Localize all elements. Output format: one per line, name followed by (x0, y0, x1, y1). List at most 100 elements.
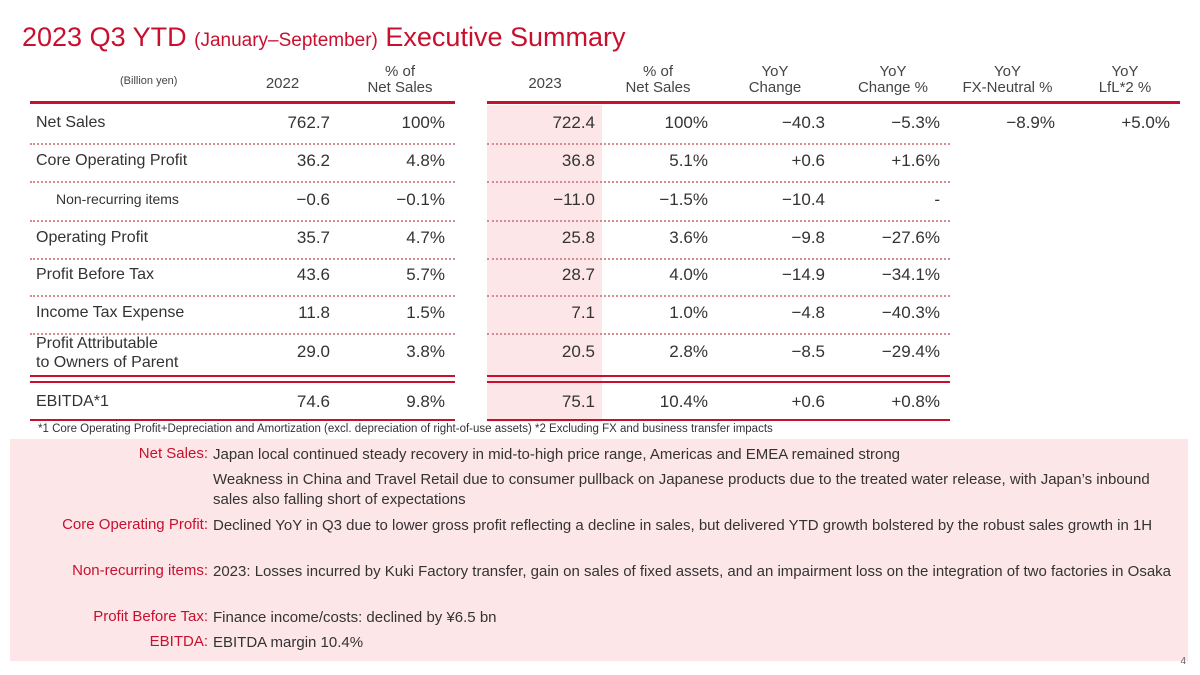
table-cell: −1.5% (659, 190, 708, 209)
column-header: % of Net Sales (367, 63, 433, 96)
table-cell: +5.0% (1121, 113, 1170, 132)
row-label: Profit Before Tax (36, 266, 154, 283)
table-cell: 722.4 (552, 113, 595, 132)
row-label: Non-recurring items (56, 191, 179, 207)
row-divider (30, 333, 455, 335)
header-rule-right (487, 101, 1180, 104)
header-rule-left (30, 101, 455, 104)
commentary-text: Declined YoY in Q3 due to lower gross pr… (213, 517, 1153, 534)
column-header: YoY Change % (857, 63, 929, 96)
table-cell: −11.0 (553, 190, 595, 209)
row-divider (487, 143, 950, 145)
commentary-text: EBITDA margin 10.4% (213, 634, 364, 651)
row-label: Core Operating Profit (36, 152, 188, 169)
table-cell: −0.1% (396, 190, 445, 209)
commentary-key: EBITDA: (149, 633, 208, 650)
table-cell: 1.5% (406, 303, 445, 322)
column-header: % of Net Sales (625, 63, 691, 96)
table-cell: 74.6 (296, 392, 330, 411)
column-header: YoY Change (748, 63, 802, 96)
page-title: 2023 Q3 YTD (January–September) Executiv… (22, 22, 625, 53)
title-sub: (January–September) (194, 30, 378, 51)
table-cell: 35.7 (296, 228, 330, 247)
commentary-text: 2023: Losses incurred by Kuki Factory tr… (213, 563, 1172, 580)
table-cell: 43.6 (296, 265, 330, 284)
row-divider (487, 295, 950, 297)
row-label: Net Sales (36, 114, 106, 131)
table-cell: +0.6 (791, 151, 825, 170)
row-divider (30, 181, 455, 183)
table-cell: 36.2 (296, 151, 330, 170)
table-cell: −10.4 (781, 190, 825, 209)
commentary-box (10, 439, 1188, 661)
table-cell: −0.6 (296, 190, 330, 209)
table-cell: 20.5 (561, 342, 595, 361)
row-divider (487, 220, 950, 222)
row-divider (30, 258, 455, 260)
table-cell: 3.6% (669, 228, 708, 247)
table-cell: +1.6% (891, 151, 940, 170)
table-cell: 7.1 (571, 303, 595, 322)
table-cell: 4.8% (406, 151, 445, 170)
commentary-text: Weakness in China and Travel Retail due … (213, 471, 1150, 508)
table-cell: +0.6 (791, 392, 825, 411)
row-divider (487, 333, 950, 335)
table-cell: 2.8% (669, 342, 708, 361)
commentary-key: Profit Before Tax: (93, 608, 208, 625)
row-label: Income Tax Expense (36, 304, 185, 321)
row-divider (30, 143, 455, 145)
commentary-key: Non-recurring items: (72, 562, 208, 579)
row-divider (30, 220, 455, 222)
table-cell: 100% (664, 113, 708, 132)
column-header: YoY LfL*2 % (1098, 63, 1152, 96)
table-cell: −8.5 (791, 342, 825, 361)
table-cell: 100% (401, 113, 445, 132)
table-cell: −40.3 (781, 113, 825, 132)
table-cell: 762.7 (287, 113, 330, 132)
table-cell: −4.8 (791, 303, 825, 322)
table-cell: 5.1% (669, 151, 708, 170)
row-divider (487, 258, 950, 260)
commentary-key: Core Operating Profit: (62, 516, 208, 533)
row-divider (487, 181, 950, 183)
table-cell: 75.1 (561, 392, 595, 411)
table-cell: −40.3% (881, 303, 940, 322)
commentary-key: Net Sales: (138, 445, 208, 462)
table-cell: 4.7% (406, 228, 445, 247)
column-header: 2023 (528, 75, 562, 92)
table-cell: - (934, 190, 940, 209)
table-cell: 11.8 (298, 303, 330, 322)
table-cell: 9.8% (406, 392, 445, 411)
table-cell: 25.8 (561, 228, 595, 247)
row-label: Profit Attributable to Owners of Parent (36, 335, 179, 371)
table-cell: −5.3% (891, 113, 940, 132)
table-cell: −34.1% (881, 265, 940, 284)
table-cell: 36.8 (561, 151, 595, 170)
table-cell: −8.9% (1006, 113, 1055, 132)
commentary-text: Finance income/costs: declined by ¥6.5 b… (213, 609, 497, 626)
table-cell: +0.8% (891, 392, 940, 411)
table-cell: 29.0 (296, 342, 330, 361)
column-header: 2022 (265, 75, 300, 92)
title-main: 2023 Q3 YTD (22, 22, 187, 52)
table-cell: −29.4% (881, 342, 940, 361)
table-cell: 28.7 (561, 265, 595, 284)
table-cell: 1.0% (669, 303, 708, 322)
table-cell: −14.9 (781, 265, 825, 284)
title-end: Executive Summary (385, 22, 626, 52)
row-label: EBITDA*1 (36, 393, 109, 410)
table-cell: −27.6% (881, 228, 940, 247)
table-cell: 10.4% (659, 392, 708, 411)
highlight-2023-column (487, 105, 602, 422)
page-number: 4 (1180, 656, 1186, 667)
commentary-text: Japan local continued steady recovery in… (213, 446, 901, 463)
table-cell: 3.8% (406, 342, 445, 361)
column-header: YoY FX-Neutral % (962, 63, 1053, 96)
row-label: Operating Profit (36, 229, 149, 246)
unit-label: (Billion yen) (120, 75, 178, 87)
footnote: *1 Core Operating Profit+Depreciation an… (38, 423, 773, 435)
table-cell: 5.7% (406, 265, 445, 284)
row-divider (30, 295, 455, 297)
table-cell: −9.8 (791, 228, 825, 247)
